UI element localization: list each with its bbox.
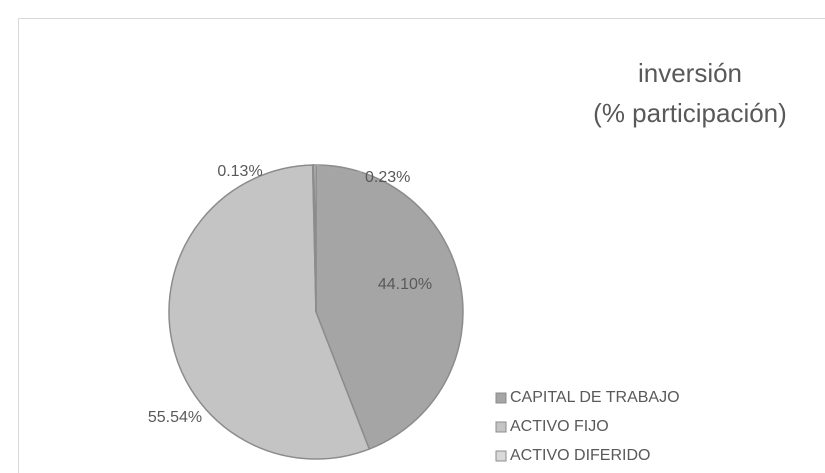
data-label: 44.10% [378,276,432,293]
legend-swatch [495,421,507,433]
legend-swatch [495,450,507,462]
legend-label: ACTIVO FIJO [510,418,609,435]
data-label: 0.23% [365,169,410,186]
chart-title: (% participación) [593,98,787,128]
pie-slice [315,164,464,450]
legend-label: CAPITAL DE TRABAJO [510,389,680,406]
chart-title: inversión [638,58,742,88]
legend-swatch [495,392,507,404]
data-label: 0.13% [217,163,262,180]
pie-slice [168,164,371,460]
leader-line [314,164,362,173]
data-label: 55.54% [148,409,202,426]
legend-label: ACTIVO DIFERIDO [510,447,650,464]
